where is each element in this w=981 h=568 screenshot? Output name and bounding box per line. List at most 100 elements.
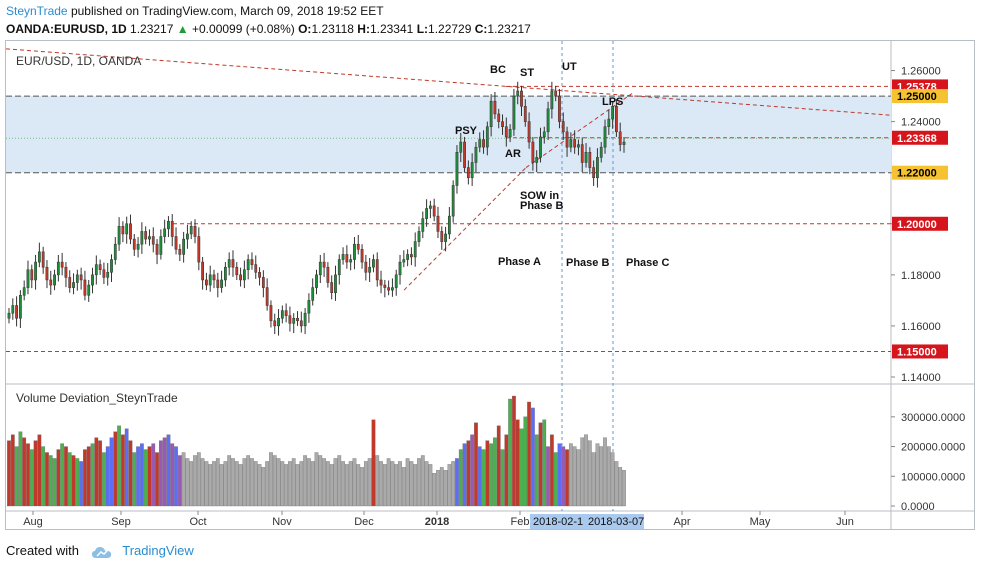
volume-bar (508, 398, 512, 507)
candle-body (520, 90, 523, 107)
volume-bar (371, 419, 376, 507)
trendline-resistance (6, 48, 892, 116)
time-range-highlight (530, 514, 644, 529)
candle-body (231, 259, 235, 268)
price-tag-label: 1.20000 (897, 219, 937, 231)
volume-bar (587, 440, 592, 507)
candle-body (7, 312, 11, 319)
candle-body (254, 264, 258, 273)
symbol-label: OANDA:EURUSD, 1D (6, 22, 127, 36)
candle-body (466, 167, 470, 179)
time-axis-label: Jun (836, 516, 854, 528)
close-label: C: (474, 22, 488, 36)
candle-body (132, 238, 136, 250)
volume-bar (242, 458, 247, 507)
volume-bar (52, 458, 57, 507)
volume-bar (481, 449, 486, 507)
candle-body (421, 218, 425, 232)
candle-body (79, 274, 83, 281)
time-axis-label: Oct (189, 516, 206, 528)
candle-body (550, 90, 554, 110)
price-tag (892, 130, 948, 145)
candle-body (493, 100, 497, 115)
volume-bar (337, 455, 342, 507)
volume-axis-label: 100000.0000 (901, 471, 965, 483)
volume-bar (227, 455, 232, 507)
wyckoff-annotation: SOW in (520, 190, 559, 202)
last-price: 1.23217 (130, 22, 174, 36)
volume-bar (94, 437, 99, 507)
author-link[interactable]: SteynTrade (6, 4, 68, 18)
volume-bar (102, 452, 106, 507)
volume-bar (470, 434, 475, 507)
volume-bar (375, 455, 380, 507)
candle-body (45, 266, 49, 281)
candle-body (353, 243, 356, 260)
candle-body (208, 274, 212, 286)
candle-body (170, 220, 174, 237)
candle-body (292, 318, 296, 324)
volume-bar (439, 467, 444, 507)
volume-bar (189, 461, 194, 507)
candle-body (341, 254, 345, 260)
volume-bar (352, 458, 357, 507)
candle-body (577, 144, 580, 148)
candle-body (603, 126, 607, 148)
candle-body (402, 259, 406, 263)
candle-body (250, 259, 254, 265)
volume-bar (265, 461, 270, 507)
wyckoff-annotation: Phase C (626, 257, 669, 269)
price-tag-label: 1.25000 (897, 91, 937, 103)
candle-body (60, 261, 64, 268)
volume-bar (181, 452, 186, 507)
volume-bar (29, 449, 34, 507)
chart-frame[interactable]: 1.14000 1.16000 1.18000 1.20000 1.22000 1.240… (5, 40, 975, 530)
candle-body (68, 277, 72, 288)
volume-bar (572, 446, 577, 507)
tradingview-link[interactable]: TradingView (122, 543, 194, 558)
candle-body (201, 261, 205, 281)
candle-body (91, 274, 94, 286)
volume-bar (363, 461, 368, 507)
candle-body (554, 90, 558, 97)
volume-bar (599, 446, 604, 507)
candle-body (246, 259, 250, 270)
trendline-support-2 (525, 93, 633, 168)
candle-body (516, 90, 520, 97)
volume-bar (280, 461, 285, 507)
candle-body (561, 121, 565, 133)
candle-body (345, 254, 349, 263)
candle-body (482, 139, 485, 148)
candle-body (30, 269, 34, 281)
candle-body (110, 259, 113, 273)
volume-bar (538, 422, 543, 507)
chart-canvas[interactable]: 1.14000 1.16000 1.18000 1.20000 1.22000 1.240… (6, 41, 974, 529)
time-axis-label: May (750, 516, 771, 528)
candle-body (440, 231, 444, 242)
volume-bar (45, 452, 49, 507)
candle-body (19, 295, 22, 319)
wyckoff-annotation: BC (490, 64, 506, 76)
candle-body (220, 279, 223, 288)
candle-body (463, 141, 466, 168)
volume-bar (257, 464, 262, 507)
candle-body (273, 320, 277, 327)
volume-bar (489, 443, 493, 507)
candle-body (94, 264, 98, 276)
ohlc-line: OANDA:EURUSD, 1D 1.23217 ▲ +0.00099 (+0.… (6, 22, 531, 36)
volume-bar (504, 434, 509, 507)
volume-bar (98, 440, 102, 507)
candle-body (167, 220, 170, 230)
volume-bar (348, 461, 353, 507)
candle-body (72, 282, 75, 288)
candle-body (618, 131, 622, 145)
candle-body (512, 95, 516, 130)
candle-body (41, 251, 45, 268)
time-axis-label: Feb (511, 516, 530, 528)
candle-body (615, 106, 618, 133)
volume-bar (284, 464, 288, 507)
candle-body (56, 261, 60, 276)
volume-bar (318, 455, 323, 507)
candle-body (197, 236, 201, 263)
volume-bar (143, 449, 148, 507)
